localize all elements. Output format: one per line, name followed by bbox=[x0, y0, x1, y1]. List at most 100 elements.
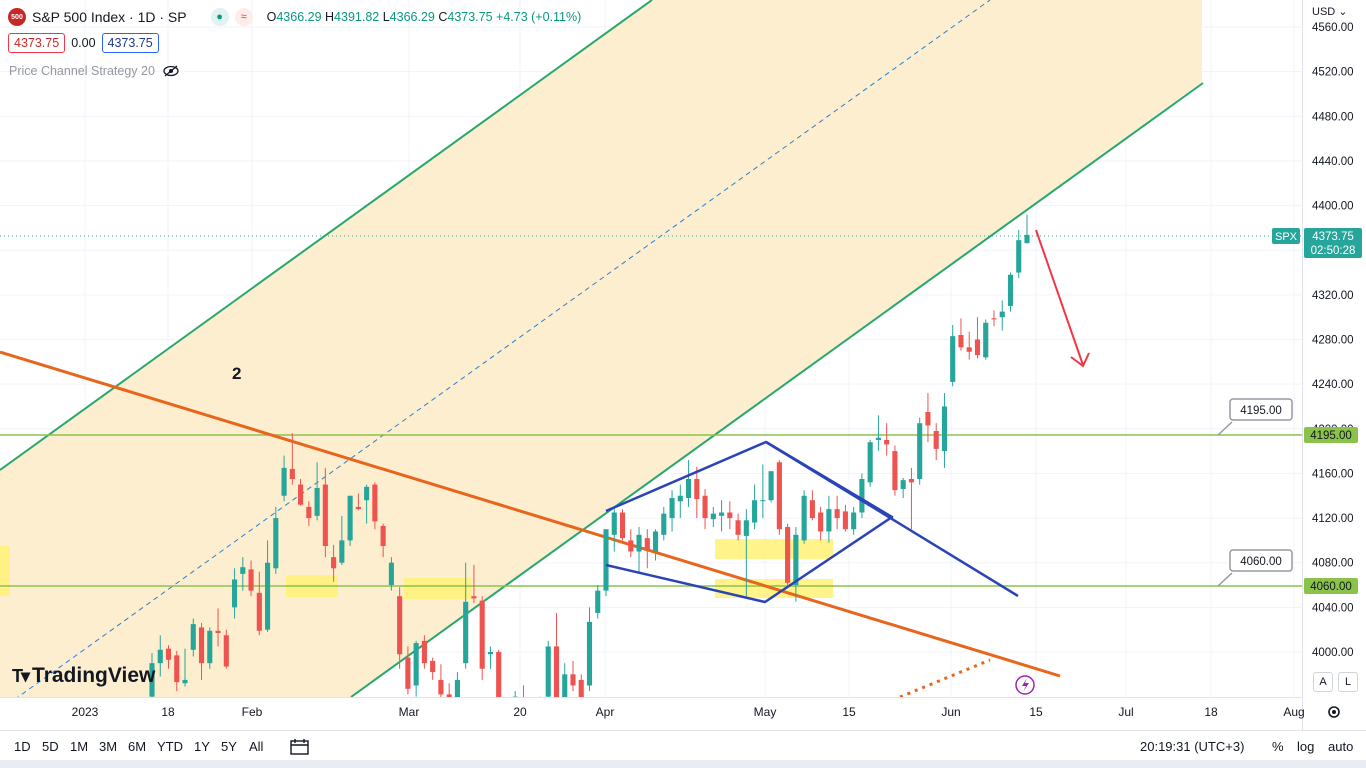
tradingview-logo-icon: T▾ bbox=[12, 665, 30, 686]
auto-toggle[interactable]: auto bbox=[1328, 739, 1354, 754]
candle bbox=[182, 648, 188, 687]
price-channel-lower-line bbox=[350, 82, 1204, 697]
dotted-projection-line bbox=[899, 658, 991, 697]
calendar-range-icon[interactable] bbox=[290, 738, 310, 755]
candle bbox=[364, 484, 370, 524]
log-scale-button[interactable]: L bbox=[1338, 672, 1358, 692]
callout-upper-label: 4195.00 bbox=[1240, 405, 1282, 417]
interval-all[interactable]: All bbox=[249, 739, 264, 754]
interval-3m[interactable]: 3M bbox=[99, 739, 118, 754]
interval-1m[interactable]: 1M bbox=[70, 739, 89, 754]
y-tick-label: 4520.00 bbox=[1312, 67, 1354, 79]
candle bbox=[256, 571, 262, 636]
bid-ask-row: 4373.75 0.00 4373.75 bbox=[8, 33, 159, 53]
candle bbox=[413, 640, 419, 697]
x-tick-label: 15 bbox=[1029, 705, 1043, 719]
candle bbox=[539, 696, 541, 697]
settings-gear-icon[interactable] bbox=[1328, 706, 1340, 718]
descending-trendline bbox=[0, 350, 1061, 678]
candle bbox=[859, 473, 865, 519]
spx-price-label: SPX 4373.75 02:50:28 bbox=[1272, 228, 1362, 258]
price-channel-upper-line bbox=[0, 0, 653, 471]
indicator-legend[interactable]: Price Channel Strategy 20 bbox=[9, 64, 179, 78]
interval-1d[interactable]: 1D bbox=[14, 739, 31, 754]
log-toggle[interactable]: log bbox=[1297, 739, 1315, 754]
symbol-legend[interactable]: 500 S&P 500 Index · 1D · SP ● ≈ O4366.29… bbox=[8, 7, 581, 27]
candle bbox=[388, 557, 394, 591]
interval-ytd[interactable]: YTD bbox=[157, 739, 183, 754]
candle bbox=[165, 645, 172, 669]
x-tick-label: Apr bbox=[596, 705, 615, 719]
candle bbox=[636, 527, 642, 574]
candle bbox=[231, 568, 238, 619]
candle bbox=[1024, 214, 1030, 244]
diamond-breakout-line bbox=[765, 440, 1019, 598]
candle bbox=[265, 540, 271, 632]
highlight-zone-left bbox=[0, 546, 10, 596]
candle bbox=[463, 562, 469, 669]
callout-upper[interactable]: 4195.00 bbox=[1217, 398, 1293, 436]
candle bbox=[479, 596, 485, 680]
candle bbox=[727, 501, 733, 530]
compare-button[interactable]: ≈ bbox=[234, 8, 253, 26]
y-tick-label: 4240.00 bbox=[1312, 379, 1354, 391]
symbol-badge: 500 bbox=[8, 8, 26, 26]
currency-selector[interactable]: USD ⌄ bbox=[1312, 6, 1348, 18]
y-tick-label: 4160.00 bbox=[1312, 468, 1354, 480]
time-axis[interactable]: 2023 18 Feb Mar 20 Apr May 15 Jun 15 Jul 18 Aug bbox=[72, 705, 1305, 719]
candle bbox=[752, 484, 758, 530]
clock-display[interactable]: 20:19:31 (UTC+3) bbox=[1140, 739, 1245, 754]
candle bbox=[331, 544, 337, 582]
price-axis[interactable]: 4560.004520.004480.004440.004400.004360.… bbox=[1312, 22, 1354, 659]
candle bbox=[603, 529, 609, 597]
level-label-lower: 4060.00 bbox=[1304, 578, 1358, 594]
candle bbox=[496, 649, 502, 697]
candle bbox=[785, 523, 791, 586]
y-tick-label: 4320.00 bbox=[1312, 290, 1354, 302]
candle bbox=[281, 455, 287, 502]
sell-price-box[interactable]: 4373.75 bbox=[8, 33, 66, 53]
candle bbox=[875, 415, 881, 452]
candle bbox=[842, 504, 848, 532]
level-label-upper: 4195.00 bbox=[1304, 427, 1358, 443]
candle bbox=[801, 490, 807, 544]
candle bbox=[454, 672, 460, 697]
x-tick-label: Jun bbox=[941, 705, 960, 719]
candle bbox=[522, 685, 524, 697]
price-channel-fill bbox=[0, 0, 1202, 697]
symbol-title[interactable]: S&P 500 Index · 1D · SP bbox=[32, 9, 187, 25]
interval-5y[interactable]: 5Y bbox=[221, 739, 237, 754]
eye-hidden-icon[interactable] bbox=[163, 65, 179, 77]
candle bbox=[925, 393, 931, 443]
percent-toggle[interactable]: % bbox=[1272, 739, 1284, 754]
candle bbox=[298, 479, 304, 506]
candle bbox=[611, 506, 617, 552]
candle bbox=[619, 509, 626, 541]
flag-button[interactable]: ● bbox=[210, 8, 229, 26]
candle bbox=[950, 324, 956, 387]
interval-6m[interactable]: 6M bbox=[128, 739, 147, 754]
candle bbox=[190, 618, 196, 657]
candle bbox=[1007, 272, 1014, 312]
buy-price-box[interactable]: 4373.75 bbox=[101, 33, 159, 53]
events-lightning-icon[interactable] bbox=[1015, 675, 1035, 695]
interval-5d[interactable]: 5D bbox=[42, 739, 59, 754]
interval-1y[interactable]: 1Y bbox=[194, 739, 210, 754]
candle bbox=[405, 646, 411, 695]
indicator-name: Price Channel Strategy 20 bbox=[9, 64, 155, 78]
spx-ticker-label: SPX bbox=[1275, 231, 1298, 243]
candle bbox=[685, 460, 692, 507]
candle bbox=[677, 484, 683, 519]
auto-scale-button[interactable]: A bbox=[1313, 672, 1333, 692]
candle bbox=[207, 627, 213, 669]
callout-lower[interactable]: 4060.00 bbox=[1217, 549, 1293, 587]
candle bbox=[958, 318, 964, 351]
candle bbox=[719, 500, 725, 532]
candle bbox=[768, 471, 774, 503]
candle bbox=[306, 501, 312, 526]
candle bbox=[735, 513, 741, 541]
chart-area[interactable]: 2 4195.00 4060.00 4560.00 4520.00 4480.00 4… bbox=[0, 0, 1366, 730]
candle bbox=[933, 423, 939, 461]
x-tick-label: 18 bbox=[1204, 705, 1218, 719]
candlesticks bbox=[149, 214, 1030, 697]
